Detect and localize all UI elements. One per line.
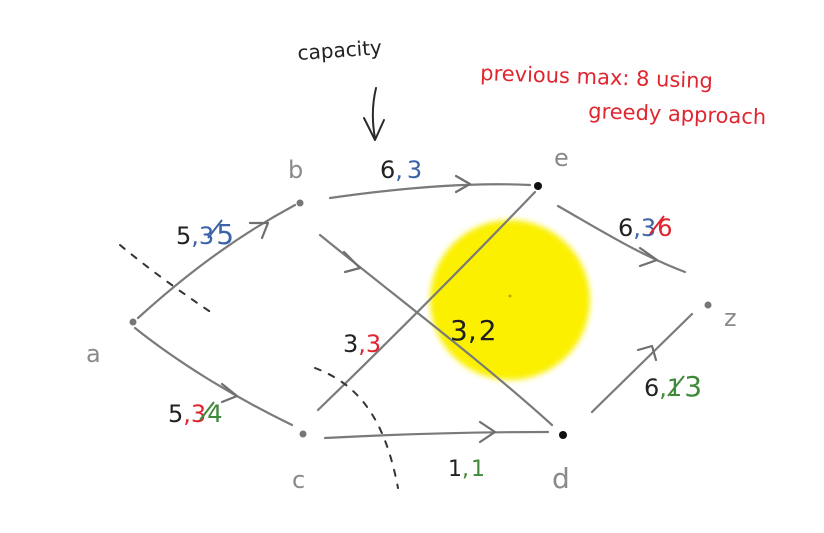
node-z-dot [704,301,712,309]
edge-d-z-new-flow: 3 [684,370,702,403]
previous-max-line1: previous max: 8 using [480,61,713,93]
edge-a-c-old-flow: 3 [191,400,206,428]
node-b-dot [296,199,304,207]
edge-d-z [590,312,694,414]
node-d-dot [559,431,567,439]
arrowhead-d-z [636,344,658,362]
edge-e-z-strike [649,215,665,235]
edge-b-d-label: 3,2 [450,314,497,347]
cut-line-left [119,244,216,316]
edge-a-b-label: 5,35 [176,218,234,251]
arrowhead-b-d [342,250,362,274]
edge-a-c [133,326,294,427]
edge-a-b-new-flow: 5 [216,218,234,251]
arrowhead-e-z [638,246,659,268]
edge-a-b-strike [207,219,223,239]
edge-a-c-new-flow: 4 [207,400,222,428]
node-b-label: b [288,156,303,184]
edge-c-e-label: 3,3 [343,330,381,358]
node-a-label: a [86,340,101,368]
cut-line-right [314,367,399,489]
edge-d-z-label: 6,13 [644,370,702,403]
node-e-dot [534,182,542,190]
previous-max-line2: greedy approach [588,99,767,129]
edge-c-d [323,430,550,440]
node-c-label: c [292,466,305,494]
capacity-pointer-arrowhead [363,117,385,141]
arrowhead-b-e [454,174,472,194]
edge-c-e [316,190,537,412]
capacity-label: capacity [297,35,383,65]
edge-d-z-strike [667,375,685,397]
edge-c-d-label: 1,1 [448,457,485,482]
node-a-dot [129,318,137,326]
edge-e-z-old-flow: 3 [641,214,656,242]
capacity-pointer-arrow [371,87,377,139]
edge-a-b [136,203,297,320]
edge-b-e [328,183,532,200]
arrowhead-a-c [220,382,239,404]
cursor-highlight [430,220,590,380]
arrowhead-c-d [478,420,497,444]
node-z-label: z [724,304,737,332]
edge-e-z-new-flow: 6 [657,214,672,242]
edge-b-e-label: 6, 3 [380,156,422,184]
arrowhead-a-b [248,221,270,240]
cursor-dot [508,294,512,298]
edge-a-b-old-flow: 3 [199,222,214,250]
edge-e-z [556,204,687,274]
node-e-label: e [554,144,569,172]
node-d-label: d [552,462,570,495]
edge-a-c-strike [199,401,215,421]
edge-e-z-label: 6,36 [618,214,672,242]
edge-a-c-label: 5,34 [168,400,222,428]
node-c-dot [299,430,307,438]
